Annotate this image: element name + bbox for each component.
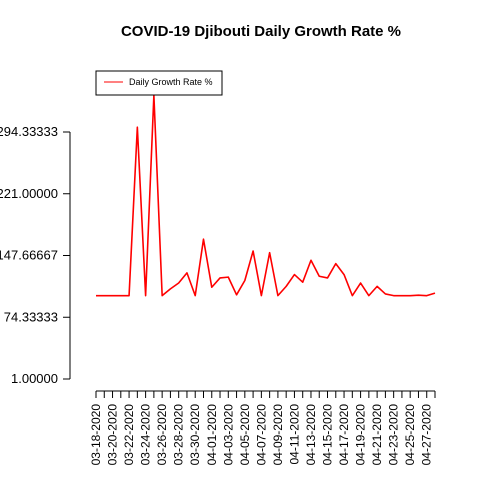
x-tick-label: 04-15-2020 [321, 404, 335, 466]
x-tick-label: 03-18-2020 [89, 404, 103, 466]
x-tick-label: 03-28-2020 [172, 404, 186, 466]
x-tick-label: 03-20-2020 [106, 404, 120, 466]
x-tick-label: 04-11-2020 [287, 404, 301, 465]
y-tick-label: 74.33333 [4, 309, 58, 324]
chart-title: COVID-19 Djibouti Daily Growth Rate % [121, 23, 401, 40]
x-tick-label: 04-27-2020 [420, 404, 434, 466]
x-tick-label: 04-05-2020 [238, 404, 252, 466]
x-tick-label: 04-21-2020 [370, 404, 384, 466]
x-tick-label: 04-19-2020 [354, 404, 368, 466]
x-tick-label: 04-01-2020 [205, 404, 219, 466]
y-tick-label: 221.00000 [0, 186, 58, 201]
x-tick-label: 04-07-2020 [254, 404, 268, 466]
x-tick-label: 04-03-2020 [221, 404, 235, 466]
x-tick-label: 04-09-2020 [271, 404, 285, 466]
x-tick-label: 04-23-2020 [387, 404, 401, 466]
series-line [96, 94, 436, 297]
x-tick-label: 03-30-2020 [188, 404, 202, 466]
x-tick-label: 04-17-2020 [337, 404, 351, 466]
y-axis: 1.00000 74.33333 147.66667 221.00000 294.333… [0, 124, 71, 386]
x-tick-label: 04-25-2020 [403, 404, 417, 466]
y-tick-label: 1.00000 [11, 371, 58, 386]
plot-area [96, 94, 436, 297]
x-axis: 03-18-2020 03-20-2020 03-22-2020 03-24-2020… [89, 390, 436, 466]
legend: Daily Growth Rate % [95, 70, 223, 96]
x-tick-label: 03-26-2020 [155, 404, 169, 466]
x-tick-label: 03-22-2020 [122, 404, 136, 466]
x-tick-label: 03-24-2020 [139, 404, 153, 466]
y-tick-label: 294.33333 [0, 124, 58, 139]
legend-box [95, 70, 223, 96]
legend-label: Daily Growth Rate % [129, 77, 213, 87]
y-tick-label: 147.66667 [0, 248, 58, 263]
x-tick-label: 04-13-2020 [304, 404, 318, 466]
